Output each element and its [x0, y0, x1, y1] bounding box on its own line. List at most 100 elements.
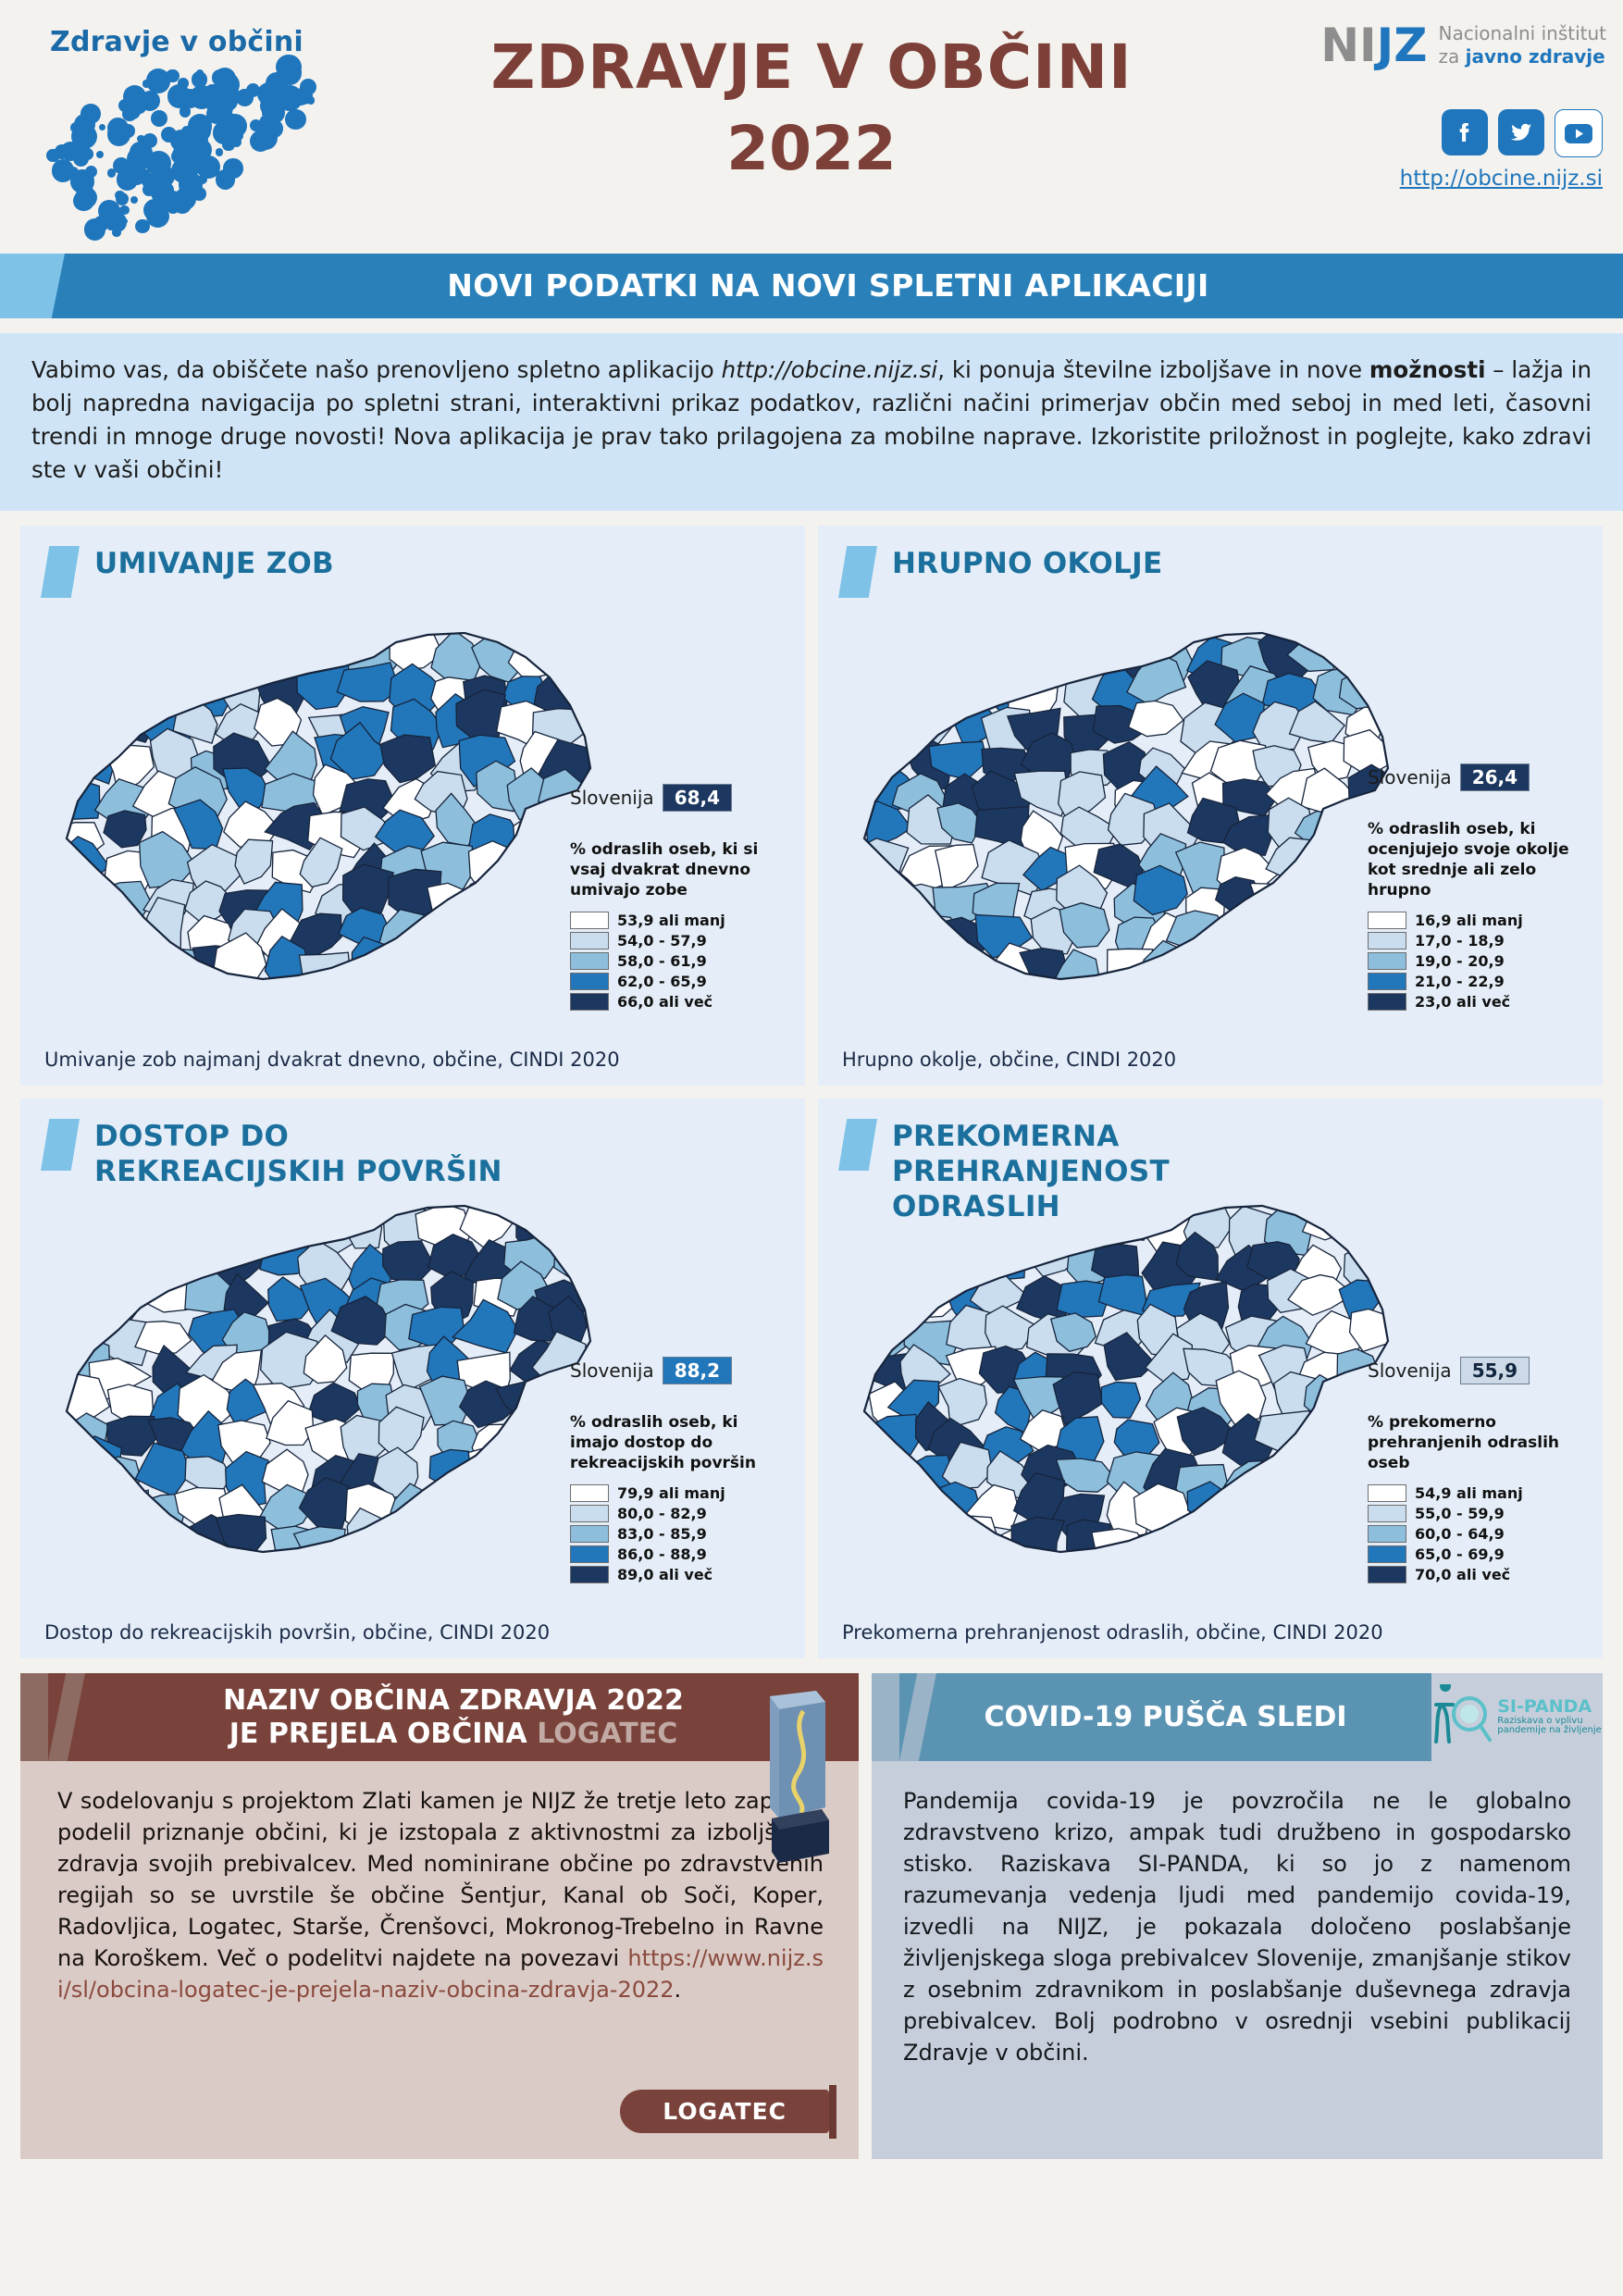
covid-header-body: COVID-19 PUŠČA SLEDI: [899, 1673, 1431, 1761]
page-title-year: 2022: [726, 113, 897, 184]
map-caption: Umivanje zob najmanj dvakrat dnevno, obč…: [44, 1049, 620, 1071]
national-value-badge: 26,4: [1459, 763, 1530, 791]
intro-part-1: Vabimo vas, da obiščete našo prenovljeno…: [31, 356, 722, 383]
map-caption: Hrupno okolje, občine, CINDI 2020: [842, 1049, 1177, 1071]
legend-label: 70,0 ali več: [1415, 1566, 1511, 1583]
legend-swatch: [1368, 1566, 1406, 1583]
legend-label: 89,0 ali več: [617, 1566, 713, 1583]
legend-swatch: [1368, 1545, 1406, 1563]
map-panel-1: UMIVANJE ZOB Slovenija 68,4 % odraslih oseb…: [20, 526, 805, 1086]
legend-swatch: [1368, 952, 1406, 970]
nijz-logo: NIJZ Nacionalni inštitut za javno zdravj…: [1320, 22, 1606, 68]
header-site-link[interactable]: http://obcine.nijz.si: [1399, 167, 1603, 191]
facebook-icon[interactable]: [1442, 109, 1488, 155]
map-panel-2: HRUPNO OKOLJE Slovenija 26,4 % odraslih ose…: [818, 526, 1603, 1086]
covid-card-body: Pandemija covida-19 je povzročila ne le …: [872, 1761, 1603, 2159]
intro-part-2: , ki ponuja številne izboljšave in nove: [937, 356, 1369, 383]
legend-item: 54,0 - 57,9: [570, 932, 788, 949]
map-panel-title-row: PREKOMERNA PREHRANJENOST ODRASLIH: [818, 1098, 1603, 1224]
covid-header-slant: [899, 1673, 936, 1761]
national-value-row: Slovenija 68,4: [570, 784, 788, 812]
choropleth-map[interactable]: [30, 1154, 622, 1617]
legend-title: % prekomerno prehranjenih odraslih oseb: [1368, 1413, 1560, 1472]
national-value-row: Slovenija 26,4: [1368, 763, 1586, 791]
trophy-icon: [770, 1691, 829, 1863]
legend-label: 54,9 ali manj: [1415, 1484, 1523, 1502]
nijz-line2: za javno zdravje: [1439, 45, 1607, 68]
legend-item: 58,0 - 61,9: [570, 952, 788, 970]
choropleth-map[interactable]: [827, 1154, 1419, 1617]
nijz-line2-prefix: za: [1438, 45, 1466, 68]
legend-label: 80,0 - 82,9: [617, 1505, 707, 1522]
map-legend: Slovenija 88,2 % odraslih oseb, ki imajo d…: [570, 1357, 788, 1586]
award-title-line1: NAZIV OBČINA ZDRAVJA 2022: [223, 1683, 684, 1717]
panel-title-text: HRUPNO OKOLJE: [892, 547, 1163, 580]
national-value-row: Slovenija 55,9: [1368, 1357, 1586, 1384]
nijz-ni: NI: [1320, 19, 1377, 72]
legend-label: 21,0 - 22,9: [1415, 973, 1505, 990]
choropleth-map[interactable]: [827, 581, 1419, 1044]
covid-header-accent: [872, 1673, 899, 1761]
legend-item: 16,9 ali manj: [1368, 912, 1586, 929]
award-header-slant: [48, 1673, 85, 1761]
national-value-badge: 68,4: [662, 784, 733, 812]
banner-bar: NOVI PODATKI NA NOVI SPLETNI APLIKACIJI: [33, 254, 1623, 318]
youtube-icon[interactable]: [1555, 109, 1603, 157]
award-title-municipality: LOGATEC: [537, 1717, 678, 1750]
si-panda-icon: [1434, 1683, 1493, 1744]
legend-item: 23,0 ali več: [1368, 993, 1586, 1011]
legend-item: 55,0 - 59,9: [1368, 1505, 1586, 1522]
covid-card-header: COVID-19 PUŠČA SLEDI SI-PANDA Raziskava …: [872, 1673, 1603, 1761]
award-card-body: V sodelovanju s projektom Zlati kamen je…: [20, 1691, 859, 2159]
legend-label: 83,0 - 85,9: [617, 1525, 707, 1543]
si-panda-text: SI-PANDA Raziskava o vplivu pandemije na…: [1497, 1697, 1602, 1736]
national-value-badge: 88,2: [662, 1357, 733, 1384]
award-link[interactable]: https://www.nijz.si/sl/obcina-logatec-je…: [57, 1945, 824, 2003]
award-body-text: V sodelovanju s projektom Zlati kamen je…: [57, 1785, 824, 2005]
award-button[interactable]: LOGATEC: [620, 2090, 829, 2133]
nijz-line2-bold: javno zdravje: [1465, 45, 1605, 68]
legend-label: 19,0 - 20,9: [1415, 952, 1505, 970]
social-links[interactable]: [1442, 109, 1603, 157]
twitter-icon[interactable]: [1498, 109, 1544, 155]
national-label: Slovenija: [1368, 1359, 1452, 1382]
legend-swatch: [1368, 1505, 1406, 1522]
legend-item: 54,9 ali manj: [1368, 1484, 1586, 1502]
award-header-body: NAZIV OBČINA ZDRAVJA 2022 JE PREJELA OBČ…: [48, 1673, 859, 1761]
legend-item: 70,0 ali več: [1368, 1566, 1586, 1583]
si-panda-sub1: Raziskava o vplivu: [1497, 1715, 1583, 1726]
legend-swatch: [570, 1545, 609, 1563]
legend-label: 65,0 - 69,9: [1415, 1545, 1505, 1563]
page-header: Zdravje v občini ZDRAVJE V OBČINI 2022 N…: [0, 0, 1623, 252]
legend-item: 62,0 - 65,9: [570, 973, 788, 990]
banner-title: NOVI PODATKI NA NOVI SPLETNI APLIKACIJI: [447, 267, 1209, 304]
map-caption: Prekomerna prehranjenost odraslih, občin…: [842, 1621, 1383, 1644]
map-panel-title-row: DOSTOP DO REKREACIJSKIH POVRŠIN: [20, 1098, 805, 1189]
legend-label: 79,9 ali manj: [617, 1484, 725, 1502]
legend-item: 65,0 - 69,9: [1368, 1545, 1586, 1563]
legend-label: 16,9 ali manj: [1415, 912, 1523, 929]
legend-swatch: [1368, 973, 1406, 990]
national-label: Slovenija: [570, 1359, 654, 1382]
legend-swatch: [570, 993, 609, 1011]
nijz-line1: Nacionalni inštitut: [1438, 22, 1607, 44]
section-banner: NOVI PODATKI NA NOVI SPLETNI APLIKACIJI: [0, 254, 1623, 318]
map-panel-title-row: UMIVANJE ZOB: [20, 526, 805, 598]
award-body-main: V sodelovanju s projektom Zlati kamen je…: [57, 1788, 824, 1971]
choropleth-map[interactable]: [30, 581, 622, 1044]
legend-label: 60,0 - 64,9: [1415, 1525, 1505, 1543]
si-panda-logo: SI-PANDA Raziskava o vplivu pandemije na…: [1431, 1673, 1603, 1761]
map-legend: Slovenija 26,4 % odraslih oseb, ki ocenjuj…: [1368, 763, 1586, 1013]
intro-link-text[interactable]: http://obcine.nijz.si: [721, 356, 938, 383]
bottom-cards: NAZIV OBČINA ZDRAVJA 2022 JE PREJELA OBČ…: [0, 1673, 1623, 2179]
map-caption: Dostop do rekreacijskih površin, občine,…: [44, 1621, 551, 1644]
banner-accent-bar: [0, 254, 37, 318]
legend-swatch: [570, 973, 609, 990]
legend-item: 53,9 ali manj: [570, 912, 788, 929]
legend-swatch: [570, 1525, 609, 1543]
map-panel-title-row: HRUPNO OKOLJE: [818, 526, 1603, 598]
legend-item: 80,0 - 82,9: [570, 1505, 788, 1522]
national-label: Slovenija: [570, 787, 654, 809]
award-title: NAZIV OBČINA ZDRAVJA 2022 JE PREJELA OBČ…: [223, 1684, 684, 1751]
